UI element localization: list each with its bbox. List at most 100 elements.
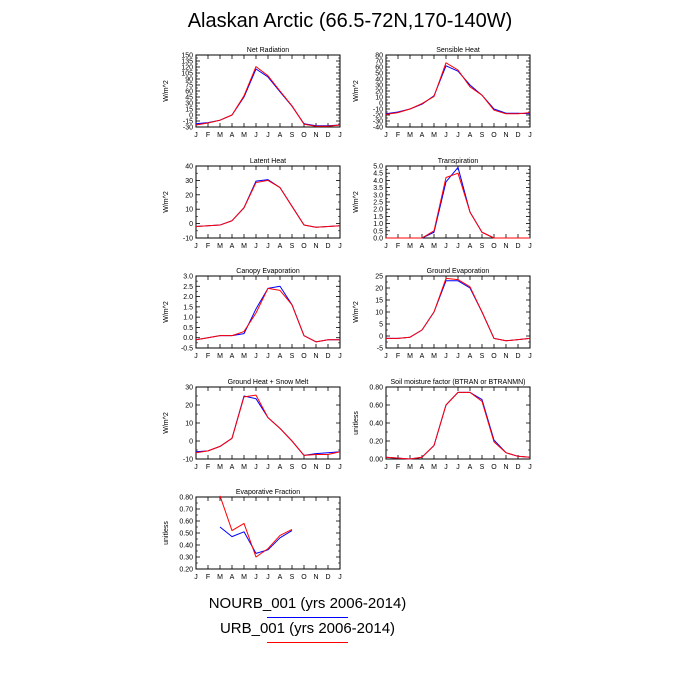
x-tick-label: O bbox=[301, 353, 307, 360]
x-tick-label: J bbox=[254, 353, 258, 360]
x-tick-label: F bbox=[206, 464, 210, 471]
y-tick-label: 50 bbox=[375, 71, 383, 78]
x-tick-label: N bbox=[503, 464, 508, 471]
x-tick-label: J bbox=[254, 132, 258, 139]
x-tick-label: A bbox=[420, 464, 425, 471]
y-tick-label: 2.0 bbox=[373, 207, 383, 214]
y-axis-label: W/m^2 bbox=[353, 301, 360, 323]
y-tick-label: 1.0 bbox=[373, 221, 383, 228]
panel-title: Latent Heat bbox=[250, 158, 286, 165]
y-tick-label: -15 bbox=[183, 119, 193, 126]
x-tick-label: F bbox=[206, 574, 210, 581]
x-tick-label: J bbox=[456, 464, 460, 471]
y-tick-label: 0.40 bbox=[179, 543, 193, 550]
y-axis-label: W/m^2 bbox=[353, 80, 360, 102]
x-tick-label: M bbox=[241, 353, 247, 360]
y-tick-label: 0.5 bbox=[373, 228, 383, 235]
y-tick-label: 20 bbox=[185, 403, 193, 410]
x-tick-label: J bbox=[444, 353, 448, 360]
series-line-1 bbox=[195, 179, 341, 228]
x-tick-label: F bbox=[206, 353, 210, 360]
panel-evaporative-fraction: Evaporative Fraction unitless 0.20 0.30 0.40… bbox=[163, 489, 342, 581]
x-tick-label: M bbox=[407, 353, 413, 360]
x-tick-label: J bbox=[456, 353, 460, 360]
x-tick-label: J bbox=[528, 353, 532, 360]
x-tick-label: N bbox=[313, 243, 318, 250]
y-tick-label: 40 bbox=[185, 164, 193, 171]
x-tick-label: S bbox=[290, 353, 295, 360]
x-tick-label: J bbox=[254, 574, 258, 581]
series-line-2 bbox=[386, 277, 531, 342]
x-tick-label: J bbox=[444, 464, 448, 471]
y-tick-label: 0.0 bbox=[183, 335, 193, 342]
y-axis-label: W/m^2 bbox=[163, 80, 170, 102]
series-line-2 bbox=[195, 66, 341, 127]
y-tick-label: 30 bbox=[185, 385, 193, 392]
y-tick-label: 0 bbox=[379, 334, 383, 341]
y-tick-label: 10 bbox=[375, 95, 383, 102]
y-tick-label: 0 bbox=[189, 221, 193, 228]
y-tick-label: -30 bbox=[183, 125, 193, 132]
x-tick-label: A bbox=[230, 574, 235, 581]
y-tick-label: 0.40 bbox=[369, 421, 383, 428]
y-tick-label: 15 bbox=[375, 298, 383, 305]
x-tick-label: M bbox=[431, 243, 437, 250]
x-tick-label: J bbox=[254, 464, 258, 471]
series-line-2 bbox=[195, 179, 341, 228]
series-line-2 bbox=[195, 394, 341, 456]
x-tick-label: D bbox=[325, 243, 330, 250]
x-tick-label: O bbox=[301, 243, 307, 250]
y-tick-label: 135 bbox=[181, 59, 193, 66]
x-tick-label: O bbox=[301, 464, 307, 471]
x-tick-label: J bbox=[338, 243, 342, 250]
x-tick-label: O bbox=[491, 132, 497, 139]
y-tick-label: -10 bbox=[373, 107, 383, 114]
x-tick-label: D bbox=[515, 243, 520, 250]
y-tick-label: 10 bbox=[185, 207, 193, 214]
x-tick-label: J bbox=[194, 353, 198, 360]
x-tick-label: M bbox=[431, 464, 437, 471]
x-tick-label: M bbox=[431, 353, 437, 360]
x-tick-label: J bbox=[528, 243, 532, 250]
panel-title: Sensible Heat bbox=[436, 47, 480, 54]
page-title: Alaskan Arctic (66.5-72N,170-140W) bbox=[187, 10, 513, 32]
x-tick-label: A bbox=[278, 353, 283, 360]
x-tick-label: F bbox=[206, 132, 210, 139]
x-tick-label: O bbox=[491, 464, 497, 471]
x-tick-label: M bbox=[407, 132, 413, 139]
x-tick-label: S bbox=[290, 132, 295, 139]
panel-title: Canopy Evaporation bbox=[236, 268, 300, 275]
y-tick-label: 0.5 bbox=[183, 325, 193, 332]
y-tick-label: 90 bbox=[185, 77, 193, 84]
x-tick-label: J bbox=[384, 243, 388, 250]
plot-frame bbox=[195, 386, 341, 460]
x-tick-label: J bbox=[194, 574, 198, 581]
x-tick-label: S bbox=[290, 243, 295, 250]
x-tick-label: N bbox=[313, 574, 318, 581]
x-tick-label: J bbox=[384, 464, 388, 471]
panel-title: Soil moisture factor (BTRAN or BTRANMN) bbox=[391, 379, 526, 386]
panel-title: Net Radiation bbox=[247, 47, 290, 54]
x-tick-label: A bbox=[278, 574, 283, 581]
x-tick-label: J bbox=[194, 132, 198, 139]
plot-frame bbox=[385, 165, 531, 239]
x-tick-label: A bbox=[468, 243, 473, 250]
y-tick-label: 2.0 bbox=[183, 294, 193, 301]
x-tick-label: A bbox=[420, 132, 425, 139]
x-tick-label: M bbox=[407, 243, 413, 250]
x-tick-label: J bbox=[384, 353, 388, 360]
y-tick-label: 0.80 bbox=[179, 495, 193, 502]
y-tick-label: 30 bbox=[185, 101, 193, 108]
series-line-1 bbox=[219, 526, 293, 554]
x-tick-label: S bbox=[290, 464, 295, 471]
y-tick-label: 120 bbox=[181, 65, 193, 72]
series-line-1 bbox=[195, 68, 341, 127]
panel-transpiration: Transpiration W/m^2 0.00.51.01.52.02.53.03… bbox=[353, 158, 532, 250]
y-tick-label: 3.0 bbox=[373, 192, 383, 199]
x-tick-label: J bbox=[266, 353, 270, 360]
panel-soil-moisture-factor-btran-or-btranmn: Soil moisture factor (BTRAN or BTRANMN) u… bbox=[353, 379, 532, 471]
y-tick-label: 0 bbox=[189, 113, 193, 120]
y-tick-label: 0.20 bbox=[179, 567, 193, 574]
y-tick-label: 10 bbox=[185, 421, 193, 428]
